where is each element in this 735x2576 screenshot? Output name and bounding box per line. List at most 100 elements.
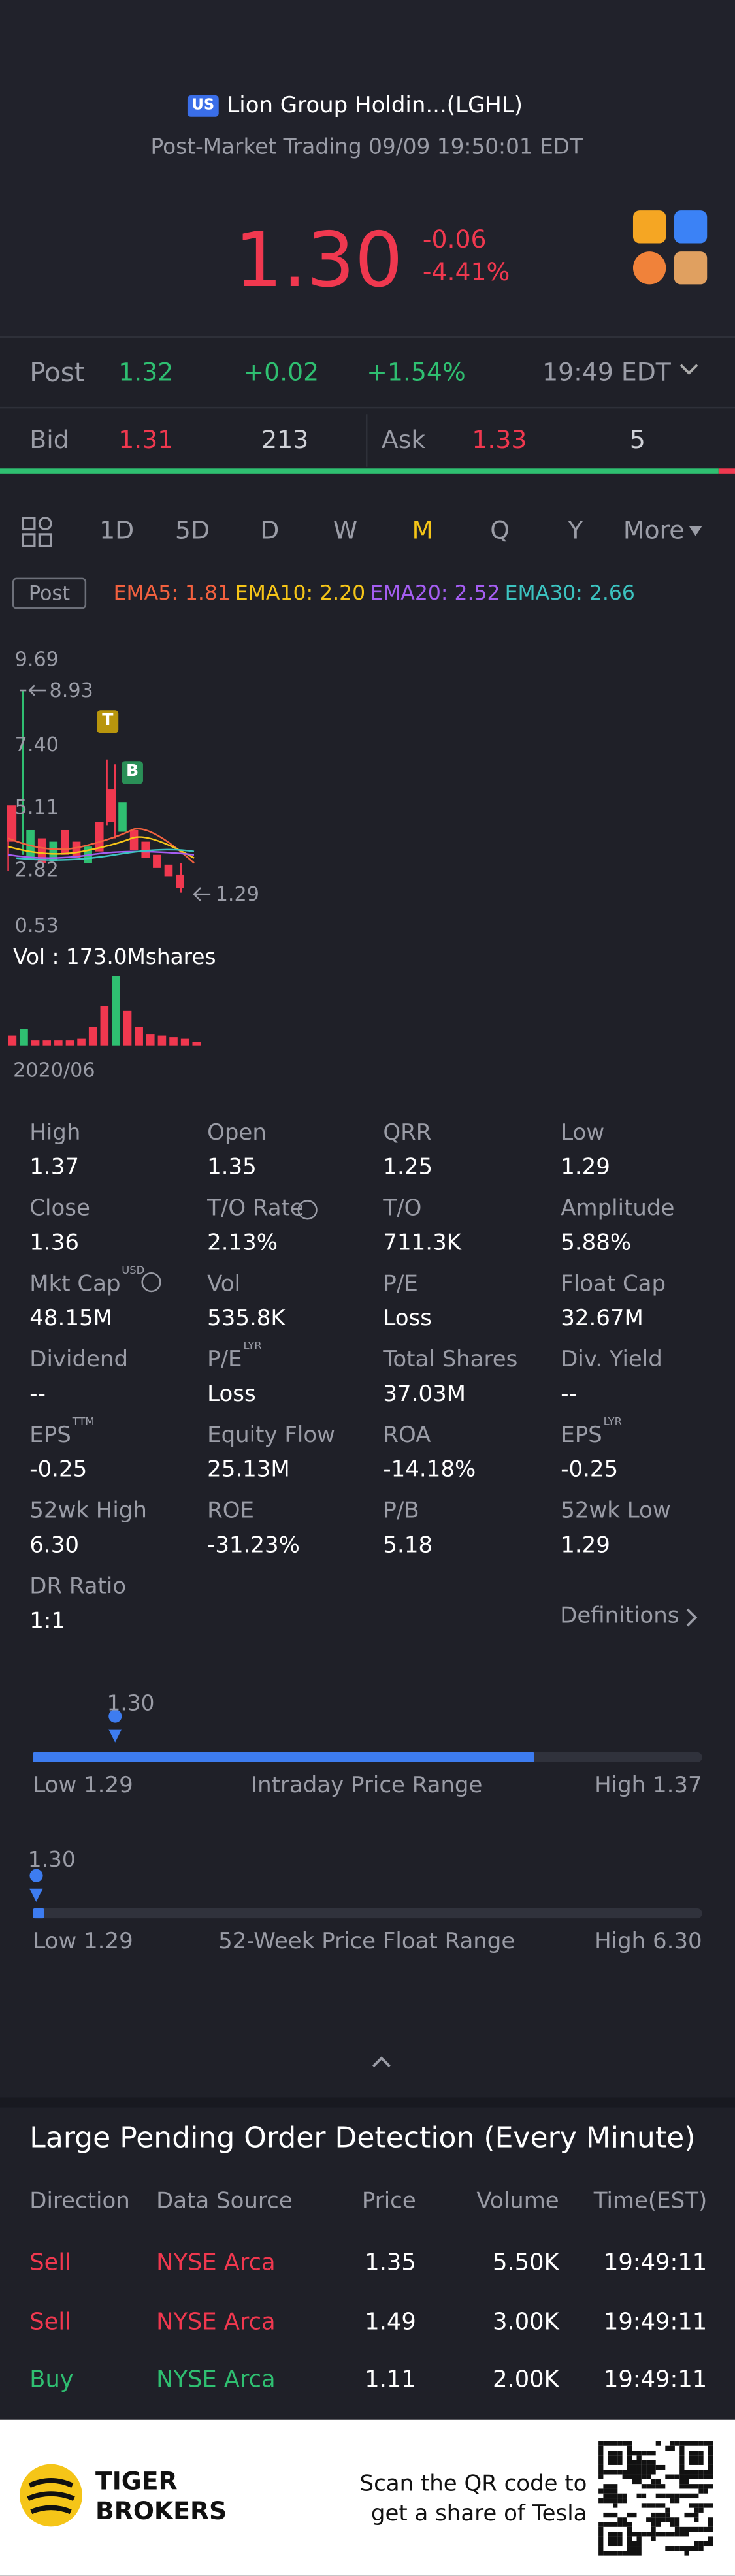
qr-module [641,2470,647,2475]
chart-mode: Post [28,581,71,605]
period-tab[interactable]: Q [490,515,510,545]
info-icons[interactable] [141,1200,318,1293]
dropdown-icon[interactable] [679,364,698,375]
post-change: +0.02 [243,357,319,387]
qr-module [598,2532,604,2537]
range-high: High 6.30 [595,1928,702,1956]
period-tab[interactable]: Y [568,515,583,545]
stat-value: -31.23% [207,1532,300,1559]
period-tab[interactable]: More [623,515,685,545]
ask-label: Ask [381,425,426,455]
period-tab[interactable]: W [333,515,358,545]
post-time: 19:49 EDT [542,357,671,387]
price-label: 9.69 [14,647,59,671]
stat-value: -- [561,1381,577,1408]
qr-module [651,2512,656,2518]
stat-label: ROE [207,1498,254,1524]
qr-module [608,2441,613,2446]
qr-module [617,2441,623,2446]
qr-module [632,2470,637,2475]
qr-module [603,2512,608,2518]
stat-value: -- [29,1381,46,1408]
post-change-pct: +1.54% [367,357,466,387]
qr-module [679,2484,685,2489]
stat-label: QRR [383,1119,432,1146]
qr-module [694,2441,699,2446]
definitions-icon[interactable] [686,1608,698,1627]
qr-module [708,2445,713,2451]
qr-module [613,2488,618,2494]
qr-module [684,2484,689,2489]
stat-value: -0.25 [561,1457,619,1483]
qr-module [641,2484,647,2489]
stat-label: Dividend [29,1346,129,1374]
bid-ask-bar [718,468,735,474]
stat-value: 6.30 [29,1532,79,1559]
qr-module [708,2470,713,2475]
qr-module [679,2474,685,2479]
qr-module [674,2474,680,2479]
qr-module [660,2484,666,2489]
qr-module [627,2460,632,2465]
qr-module [694,2470,699,2475]
qr-module [684,2474,689,2479]
qr-module [641,2464,647,2470]
period-tab[interactable]: M [412,515,434,545]
range-pin [29,1869,43,1902]
qr-module [674,2526,680,2532]
qr-module [655,2479,661,2485]
brand-name: BROKERS [95,2496,227,2526]
qr-module [608,2484,613,2489]
stat-value: 1.29 [561,1154,610,1181]
icon [632,251,666,285]
stat-label: 52wk High [29,1498,147,1524]
qr-module [613,2470,618,2475]
qr-module [646,2470,651,2475]
qr-module [613,2455,618,2460]
period-tab[interactable]: 5D [174,515,210,545]
price-label: 2.82 [14,858,59,882]
qr-module [679,2451,685,2456]
qr-module [670,2474,675,2479]
qr-module [603,2470,608,2475]
period-tab[interactable]: 1D [99,515,135,545]
qr-module [617,2460,623,2465]
qr-module [651,2484,656,2489]
qr-module [603,2522,608,2527]
qr-code [598,2441,713,2556]
collapse-icon[interactable] [372,2056,391,2067]
qr-module [636,2455,642,2460]
qr-module [646,2503,651,2508]
qr-module [613,2498,618,2504]
qr-module [655,2512,661,2518]
stat-label: Float Cap [561,1271,666,1298]
qr-module [613,2532,618,2537]
qr-module [694,2460,699,2465]
qr-module [708,2517,713,2522]
qr-module [636,2532,642,2537]
icon [632,210,666,244]
qr-module [703,2484,708,2489]
qr-module [636,2536,642,2541]
stat-value: 2.13% [207,1230,278,1257]
qr-module [698,2541,704,2547]
qr-module [598,2498,604,2504]
qr-module [651,2460,656,2465]
order-source: NYSE Arca [156,2250,276,2277]
period-tab[interactable]: D [260,515,280,545]
brand-name: TIGER [95,2466,178,2496]
qr-module [627,2445,632,2451]
qr-module [708,2464,713,2470]
qr-module [613,2451,618,2456]
ema-label: EMA20: 2.52 [370,579,500,605]
layout-icon[interactable] [22,517,52,547]
more-icon[interactable] [689,526,702,536]
order-price: 1.35 [365,2250,416,2277]
qr-module [679,2445,685,2451]
qr-module [694,2484,699,2489]
qr-module [689,2455,694,2460]
qr-module [632,2512,637,2518]
qr-module [598,2488,604,2494]
definitions-link[interactable]: Definitions [560,1603,679,1630]
qr-module [632,2541,637,2547]
